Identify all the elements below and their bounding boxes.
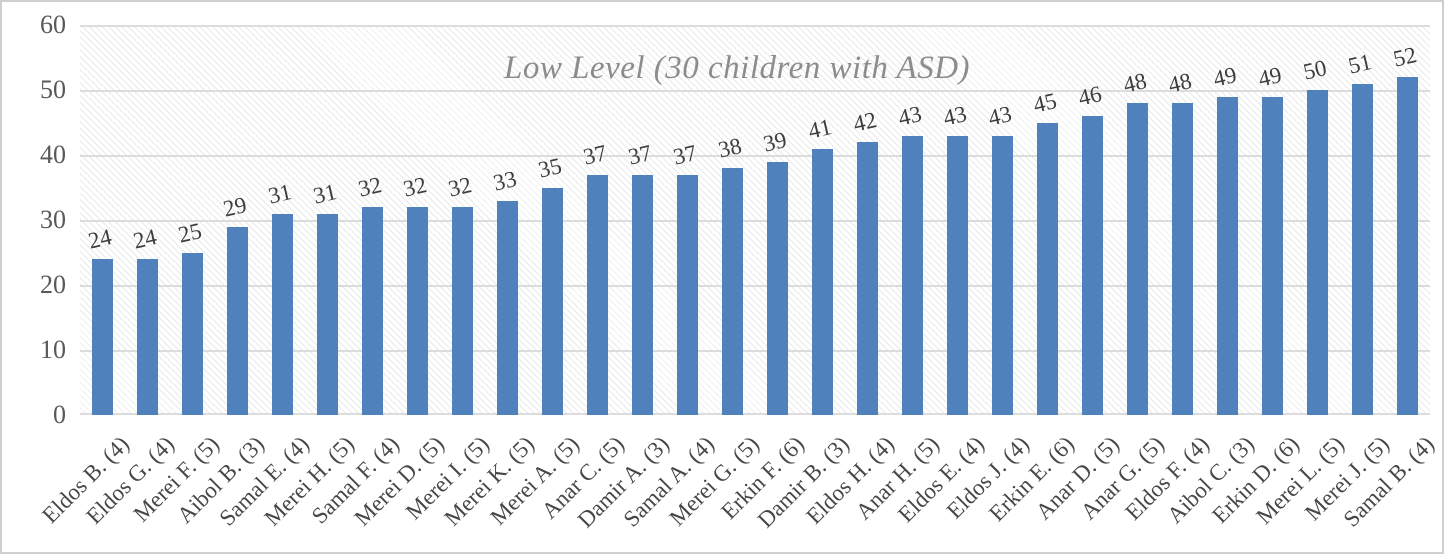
bar-Samal F. (4) xyxy=(362,207,383,415)
bar-slot: 45 xyxy=(1025,25,1070,415)
bar-Merei L. (5) xyxy=(1307,90,1328,415)
bar-slot: 38 xyxy=(710,25,755,415)
bar-Aibol B. (3) xyxy=(227,226,248,415)
bar-Anar H. (5) xyxy=(902,135,923,415)
bar-slot: 37 xyxy=(575,25,620,415)
plot-area: 24 24 25 29 31 31 32 32 32 33 35 37 37 37 38 39 41 42 43 43… xyxy=(80,25,1430,415)
bar-Eldos H. (4) xyxy=(857,142,878,415)
bar-slot: 39 xyxy=(755,25,800,415)
bar-slot: 37 xyxy=(620,25,665,415)
bar-slot: 35 xyxy=(530,25,575,415)
bar-Eldos G. (4) xyxy=(137,259,158,415)
y-tick-label: 30 xyxy=(40,205,66,234)
bar-Anar G. (5) xyxy=(1127,103,1148,415)
bar-slot: 32 xyxy=(395,25,440,415)
bar-Anar D. (5) xyxy=(1082,116,1103,415)
bar-Merei F. (5) xyxy=(182,252,203,415)
bar-slot: 49 xyxy=(1250,25,1295,415)
bar-Samal B. (4) xyxy=(1397,77,1418,415)
gridline-y-0 xyxy=(80,413,1430,415)
bar-Eldos J. (4) xyxy=(992,135,1013,415)
bar-Merei K. (5) xyxy=(497,200,518,415)
bar-slot: 33 xyxy=(485,25,530,415)
bar-Anar C. (5) xyxy=(587,174,608,415)
bar-Eldos F. (4) xyxy=(1172,103,1193,415)
y-tick-label: 60 xyxy=(40,10,66,39)
gridline-y-30 xyxy=(80,220,1430,222)
bar-slot: 52 xyxy=(1385,25,1430,415)
bar-slot: 46 xyxy=(1070,25,1115,415)
bar-slot: 48 xyxy=(1115,25,1160,415)
bar-Samal E. (4) xyxy=(272,213,293,415)
bar-slot: 43 xyxy=(980,25,1025,415)
bar-slot: 24 xyxy=(80,25,125,415)
bar-Merei D. (5) xyxy=(407,207,428,415)
y-tick-label: 50 xyxy=(40,75,66,104)
bar-slot: 50 xyxy=(1295,25,1340,415)
bar-Merei I. (5) xyxy=(452,207,473,415)
bar-Merei J. (5) xyxy=(1352,83,1373,415)
bar-slot: 32 xyxy=(350,25,395,415)
bar-Eldos B. (4) xyxy=(92,259,113,415)
bar-Erkin F. (6) xyxy=(767,161,788,415)
bar-Eldos E. (4) xyxy=(947,135,968,415)
bar-Merei A. (5) xyxy=(542,187,563,415)
bar-Samal A. (4) xyxy=(677,174,698,415)
gridline-y-40 xyxy=(80,155,1430,157)
y-tick-label: 0 xyxy=(53,400,66,429)
bar-Merei G. (5) xyxy=(722,168,743,415)
bar-slot: 25 xyxy=(170,25,215,415)
y-tick-label: 20 xyxy=(40,270,66,299)
bar-Erkin E. (6) xyxy=(1037,122,1058,415)
y-tick-label: 40 xyxy=(40,140,66,169)
gridline-y-50 xyxy=(80,90,1430,92)
bar-Aibol C. (3) xyxy=(1217,96,1238,415)
bar-slot: 42 xyxy=(845,25,890,415)
bar-slot: 49 xyxy=(1205,25,1250,415)
bar-slot: 29 xyxy=(215,25,260,415)
bar-slot: 31 xyxy=(260,25,305,415)
bar-slot: 32 xyxy=(440,25,485,415)
bar-slot: 43 xyxy=(935,25,980,415)
y-tick-label: 10 xyxy=(40,335,66,364)
bar-slot: 24 xyxy=(125,25,170,415)
y-axis: 0 10 20 30 40 50 60 xyxy=(2,2,80,552)
bar-slot: 31 xyxy=(305,25,350,415)
bar-slot: 43 xyxy=(890,25,935,415)
bar-slot: 48 xyxy=(1160,25,1205,415)
bar-Merei H. (5) xyxy=(317,213,338,415)
gridline-y-10 xyxy=(80,350,1430,352)
bar-Damir A. (3) xyxy=(632,174,653,415)
bar-slot: 41 xyxy=(800,25,845,415)
bar-Erkin D. (6) xyxy=(1262,96,1283,415)
bar-slot: 51 xyxy=(1340,25,1385,415)
bar-slot: 37 xyxy=(665,25,710,415)
bar-Damir B. (3) xyxy=(812,148,833,415)
gridline-y-20 xyxy=(80,285,1430,287)
gridline-y-60 xyxy=(80,25,1430,27)
